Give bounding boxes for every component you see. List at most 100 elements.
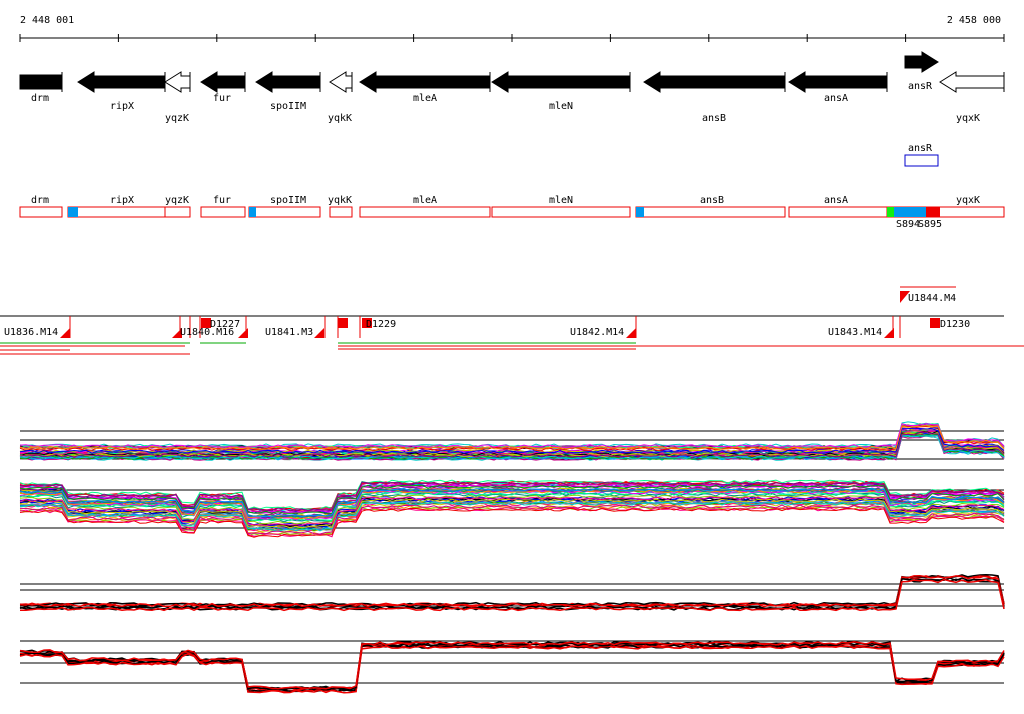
- gene-arrow: [904, 51, 939, 73]
- label: U1836.M14: [4, 327, 58, 338]
- segment: [200, 206, 246, 218]
- label: D1227: [210, 319, 240, 330]
- segment: [19, 206, 63, 218]
- profile-line: [19, 574, 1005, 608]
- label: D1230: [940, 319, 970, 330]
- label: yqkK: [328, 195, 352, 206]
- label: drm: [31, 93, 49, 104]
- segment-part: [249, 207, 256, 217]
- profile-line: [19, 574, 1005, 607]
- ansR-box: [904, 154, 939, 167]
- profile-line: [19, 507, 1005, 538]
- profile-line: [19, 481, 1005, 512]
- label: ansR: [908, 81, 933, 92]
- label: 2 448 001: [20, 15, 74, 26]
- unit-box: [930, 318, 940, 328]
- segment-part: [636, 207, 644, 217]
- unit-box: [362, 318, 372, 328]
- label: spoIIM: [270, 195, 306, 206]
- label: ansB: [700, 195, 724, 206]
- gene-arrow: [359, 71, 491, 93]
- label: 2 458 000: [947, 15, 1001, 26]
- profile-line: [19, 501, 1005, 532]
- profile-line: [19, 425, 1005, 451]
- segment: [248, 206, 321, 218]
- label: ripX: [110, 101, 134, 112]
- profile-line: [20, 492, 1005, 523]
- gene-arrow: [200, 71, 246, 93]
- unit-flag: [172, 328, 182, 338]
- label: ripX: [110, 195, 134, 206]
- label: fur: [213, 195, 231, 206]
- profile-line: [19, 496, 1005, 526]
- label: yqkK: [328, 113, 352, 124]
- label: mleN: [549, 195, 573, 206]
- profile-line: [19, 504, 1005, 535]
- profile-line: [19, 431, 1005, 458]
- gene-arrow: [164, 71, 191, 93]
- profile-line: [20, 578, 1005, 612]
- profile-line: [19, 425, 1005, 450]
- segment: [164, 206, 191, 218]
- label: yqzK: [165, 113, 189, 124]
- label: ansA: [824, 195, 848, 206]
- segment-part: [926, 207, 940, 217]
- profile-line: [19, 431, 1005, 458]
- segment-part: [894, 207, 926, 217]
- unit-flag: [60, 328, 70, 338]
- label: S894: [896, 219, 920, 230]
- gene-arrow: [788, 71, 888, 93]
- profile-line: [19, 643, 1005, 692]
- label: mleA: [413, 93, 437, 104]
- gene-arrow: [643, 71, 786, 93]
- profile-line: [19, 645, 1005, 694]
- segment-part: [68, 207, 78, 217]
- label: drm: [31, 195, 49, 206]
- profile-line: [19, 494, 1005, 525]
- label: yqxK: [956, 195, 980, 206]
- label: U1842.M14: [570, 327, 624, 338]
- profile-line: [19, 481, 1005, 512]
- segment: [359, 206, 491, 218]
- profile-line: [19, 479, 1005, 510]
- unit-flag: [314, 328, 324, 338]
- profile-line: [19, 644, 1005, 693]
- unit-flag: [626, 328, 636, 338]
- gene-arrow: [77, 71, 166, 93]
- profile-line: [19, 641, 1005, 690]
- unit-flag: [238, 328, 248, 338]
- label: S895: [918, 219, 942, 230]
- label: ansR: [908, 143, 933, 154]
- profile-line: [19, 573, 1005, 607]
- unit-flag: [900, 291, 910, 303]
- label: fur: [213, 93, 231, 104]
- label: mleA: [413, 195, 437, 206]
- label: yqzK: [165, 195, 189, 206]
- segment: [67, 206, 166, 218]
- label: U1843.M14: [828, 327, 882, 338]
- label: D1229: [366, 319, 396, 330]
- gene-arrow: [255, 71, 321, 93]
- gene-arrow: [329, 71, 353, 93]
- label: U1841.M3: [265, 327, 313, 338]
- profile-line: [19, 496, 1005, 526]
- label: spoIIM: [270, 101, 306, 112]
- segment: [788, 206, 888, 218]
- profile-line: [19, 484, 1005, 514]
- unit-box: [201, 318, 211, 328]
- profile-line: [19, 427, 1005, 454]
- segment: [635, 206, 786, 218]
- unit-flag: [884, 328, 894, 338]
- label: ansB: [702, 113, 726, 124]
- label: mleN: [549, 101, 573, 112]
- unit-box: [338, 318, 348, 328]
- profile-line: [19, 487, 1005, 518]
- profile-line: [19, 644, 1005, 693]
- profile-line: [19, 423, 1005, 449]
- profile-line: [19, 641, 1005, 690]
- gene-arrow: [19, 74, 63, 90]
- gene-arrow: [491, 71, 631, 93]
- label: ansA: [824, 93, 848, 104]
- profile-line: [19, 489, 1005, 520]
